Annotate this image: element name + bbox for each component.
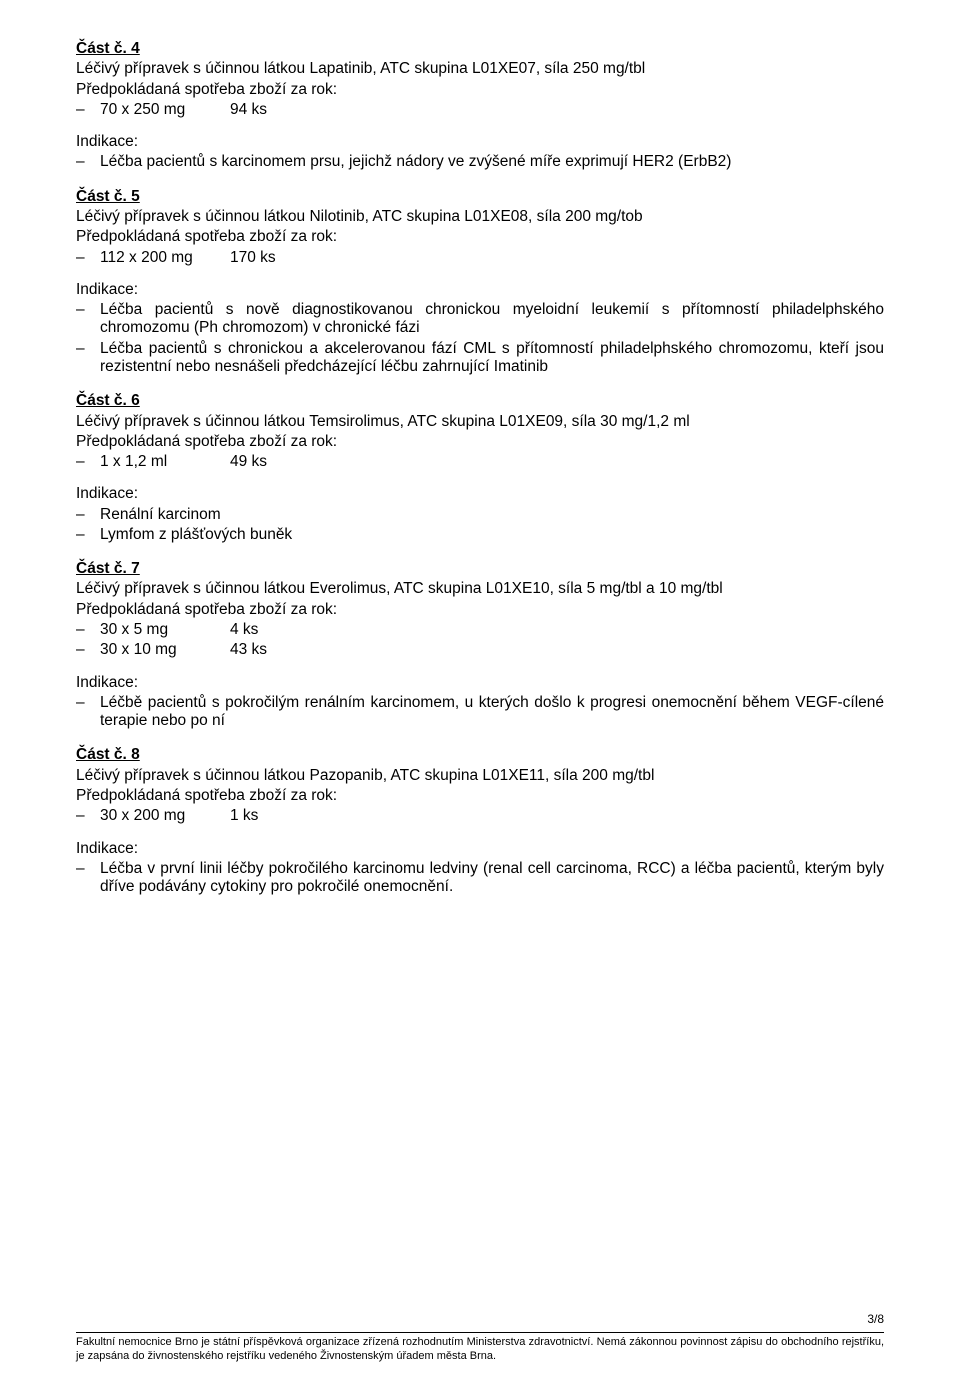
section-7: Část č. 7 Léčivý přípravek s účinnou lát… (76, 560, 884, 730)
section-title: Část č. 5 (76, 188, 884, 206)
section-desc: Léčivý přípravek s účinnou látkou Everol… (76, 580, 884, 598)
indication-text: Léčbě pacientů s pokročilým renálním kar… (100, 694, 884, 731)
footer-divider (76, 1332, 884, 1333)
consumption-label: Předpokládaná spotřeba zboží za rok: (76, 433, 884, 451)
indication-item: – Léčba v první linii léčby pokročilého … (76, 860, 884, 897)
dash-icon: – (76, 153, 100, 171)
dash-icon: – (76, 301, 100, 338)
consumption-row: – 70 x 250 mg 94 ks (76, 101, 884, 119)
indication-item: – Léčba pacientů s chronickou a akcelero… (76, 340, 884, 377)
dash-icon: – (76, 621, 100, 639)
indication-label: Indikace: (76, 485, 884, 503)
consumption-label: Předpokládaná spotřeba zboží za rok: (76, 228, 884, 246)
consumption-qty: 1 x 1,2 ml (100, 453, 230, 471)
consumption-label: Předpokládaná spotřeba zboží za rok: (76, 601, 884, 619)
indication-text: Renální karcinom (100, 506, 884, 524)
dash-icon: – (76, 101, 100, 119)
indication-text: Léčba pacientů s chronickou a akcelerova… (100, 340, 884, 377)
indication-label: Indikace: (76, 840, 884, 858)
consumption-qty: 112 x 200 mg (100, 249, 230, 267)
section-desc: Léčivý přípravek s účinnou látkou Temsir… (76, 413, 884, 431)
indication-item: – Léčba pacientů s nově diagnostikovanou… (76, 301, 884, 338)
indication-text: Lymfom z plášťových buněk (100, 526, 884, 544)
dash-icon: – (76, 340, 100, 377)
dash-icon: – (76, 249, 100, 267)
section-title: Část č. 4 (76, 40, 884, 58)
indication-label: Indikace: (76, 674, 884, 692)
consumption-row: – 112 x 200 mg 170 ks (76, 249, 884, 267)
dash-icon: – (76, 453, 100, 471)
page-number: 3/8 (76, 1312, 884, 1326)
document-page: Část č. 4 Léčivý přípravek s účinnou lát… (0, 0, 960, 1391)
section-desc: Léčivý přípravek s účinnou látkou Niloti… (76, 208, 884, 226)
dash-icon: – (76, 860, 100, 897)
consumption-row: – 30 x 200 mg 1 ks (76, 807, 884, 825)
consumption-qty: 30 x 200 mg (100, 807, 230, 825)
consumption-qty: 30 x 5 mg (100, 621, 230, 639)
indication-text: Léčba pacientů s karcinomem prsu, jejich… (100, 153, 884, 171)
consumption-label: Předpokládaná spotřeba zboží za rok: (76, 787, 884, 805)
section-6: Část č. 6 Léčivý přípravek s účinnou lát… (76, 392, 884, 544)
dash-icon: – (76, 641, 100, 659)
page-footer: 3/8 Fakultní nemocnice Brno je státní př… (76, 1312, 884, 1363)
consumption-qty: 70 x 250 mg (100, 101, 230, 119)
section-desc: Léčivý přípravek s účinnou látkou Pazopa… (76, 767, 884, 785)
section-5: Část č. 5 Léčivý přípravek s účinnou lát… (76, 188, 884, 377)
footer-text: Fakultní nemocnice Brno je státní příspě… (76, 1336, 884, 1363)
section-4: Část č. 4 Léčivý přípravek s účinnou lát… (76, 40, 884, 172)
dash-icon: – (76, 526, 100, 544)
section-title: Část č. 6 (76, 392, 884, 410)
consumption-count: 1 ks (230, 807, 258, 825)
consumption-count: 170 ks (230, 249, 276, 267)
consumption-label: Předpokládaná spotřeba zboží za rok: (76, 81, 884, 99)
indication-item: – Lymfom z plášťových buněk (76, 526, 884, 544)
consumption-count: 49 ks (230, 453, 267, 471)
indication-text: Léčba v první linii léčby pokročilého ka… (100, 860, 884, 897)
consumption-count: 4 ks (230, 621, 258, 639)
indication-item: – Léčbě pacientů s pokročilým renálním k… (76, 694, 884, 731)
dash-icon: – (76, 694, 100, 731)
consumption-count: 43 ks (230, 641, 267, 659)
section-title: Část č. 7 (76, 560, 884, 578)
indication-label: Indikace: (76, 281, 884, 299)
consumption-qty: 30 x 10 mg (100, 641, 230, 659)
section-8: Část č. 8 Léčivý přípravek s účinnou lát… (76, 746, 884, 896)
dash-icon: – (76, 807, 100, 825)
indication-label: Indikace: (76, 133, 884, 151)
indication-item: – Léčba pacientů s karcinomem prsu, jeji… (76, 153, 884, 171)
consumption-row: – 1 x 1,2 ml 49 ks (76, 453, 884, 471)
indication-text: Léčba pacientů s nově diagnostikovanou c… (100, 301, 884, 338)
consumption-count: 94 ks (230, 101, 267, 119)
section-title: Část č. 8 (76, 746, 884, 764)
consumption-row: – 30 x 5 mg 4 ks (76, 621, 884, 639)
dash-icon: – (76, 506, 100, 524)
indication-item: – Renální karcinom (76, 506, 884, 524)
consumption-row: – 30 x 10 mg 43 ks (76, 641, 884, 659)
section-desc: Léčivý přípravek s účinnou látkou Lapati… (76, 60, 884, 78)
